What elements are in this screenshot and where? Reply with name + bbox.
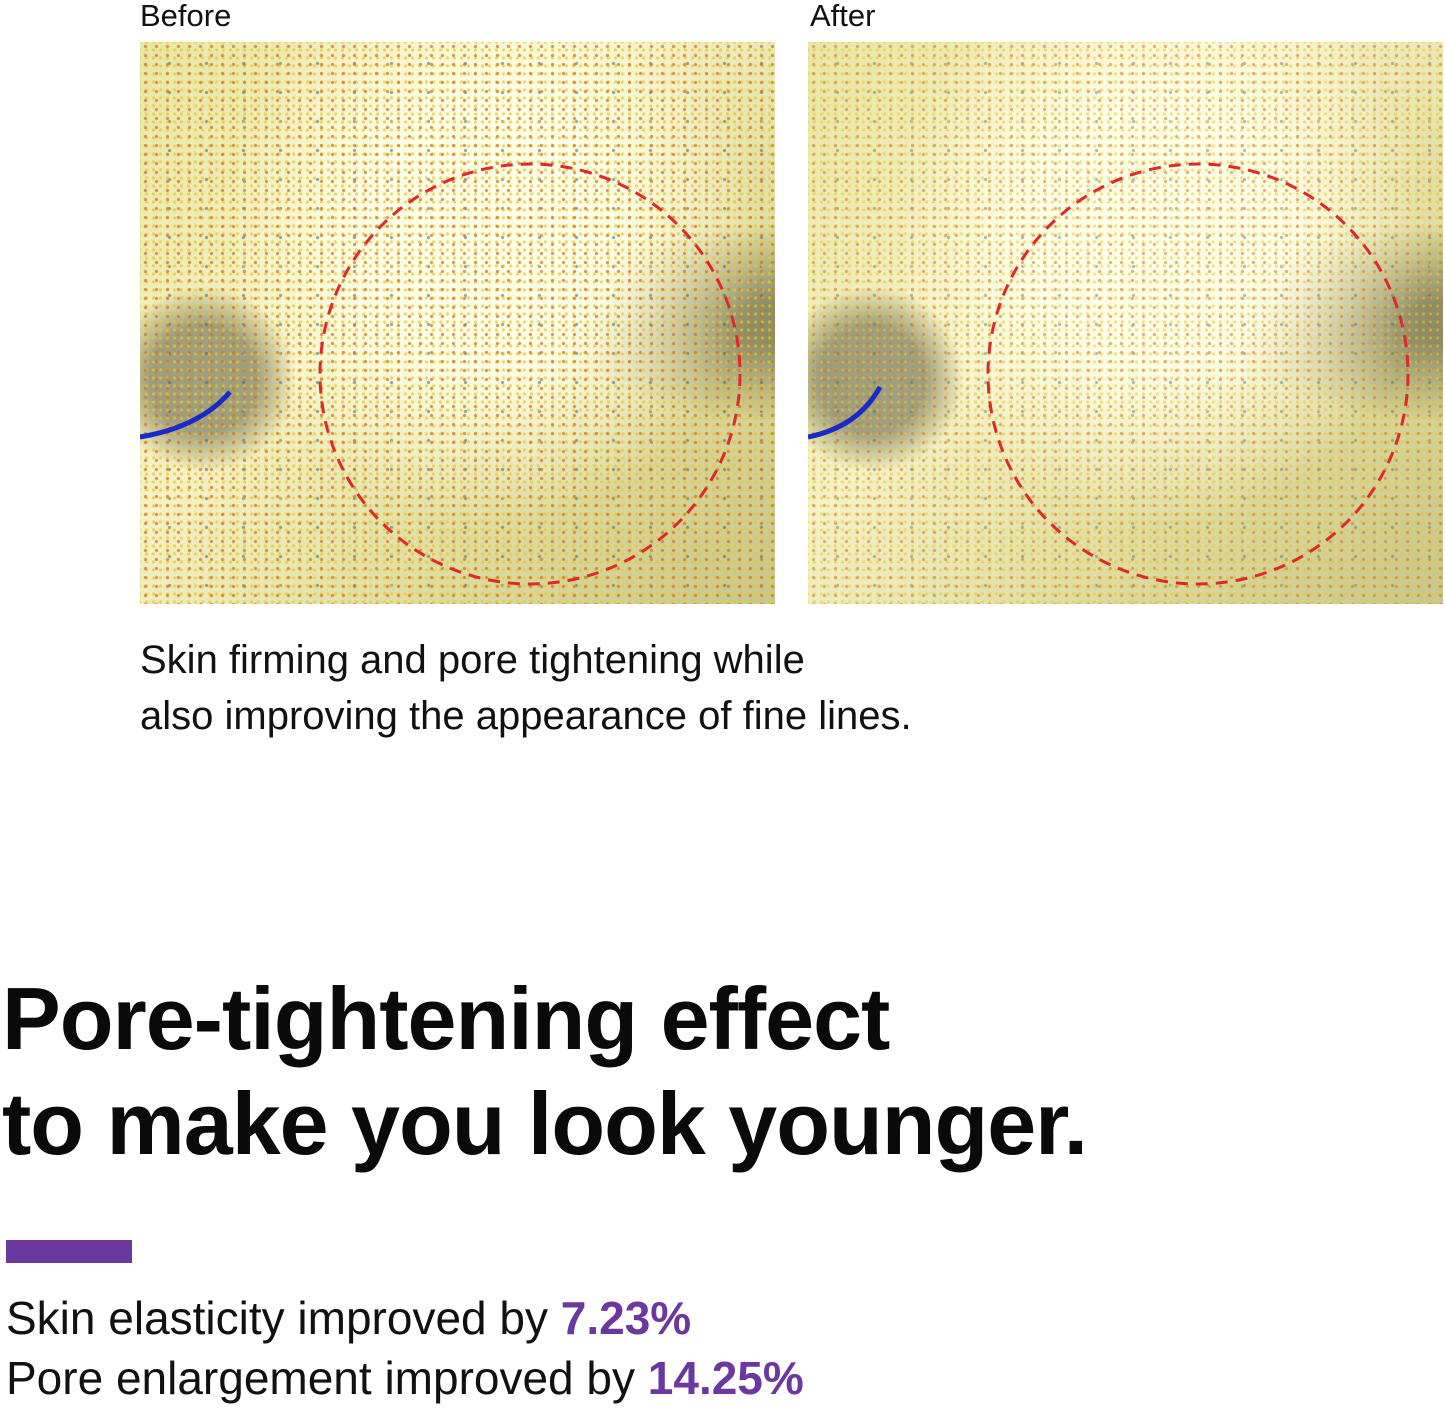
- before-skin-image: [140, 42, 775, 604]
- stats-list: Skin elasticity improved by 7.23% Pore e…: [6, 1288, 804, 1408]
- stat-value: 14.25%: [647, 1352, 804, 1404]
- after-skin-image: [808, 42, 1443, 604]
- headline: Pore-tightening effect to make you look …: [2, 966, 1088, 1176]
- caption-line: also improving the appearance of fine li…: [140, 694, 912, 738]
- comparison-caption: Skin firming and pore tightening while a…: [140, 632, 912, 744]
- before-highlight-circle: [140, 162, 742, 586]
- caption-line: Skin firming and pore tightening while: [140, 638, 805, 682]
- headline-line: Pore-tightening effect: [2, 969, 890, 1068]
- after-highlight-circle: [808, 162, 1410, 586]
- stat-pore: Pore enlargement improved by 14.25%: [6, 1348, 804, 1408]
- stat-elasticity: Skin elasticity improved by 7.23%: [6, 1288, 804, 1348]
- stat-value: 7.23%: [560, 1292, 692, 1344]
- after-label: After: [810, 0, 876, 33]
- before-label: Before: [140, 0, 232, 33]
- stat-text: Pore enlargement improved by: [6, 1352, 648, 1404]
- stat-text: Skin elasticity improved by: [6, 1292, 561, 1344]
- headline-line: to make you look younger.: [2, 1074, 1088, 1173]
- accent-bar: [6, 1240, 132, 1263]
